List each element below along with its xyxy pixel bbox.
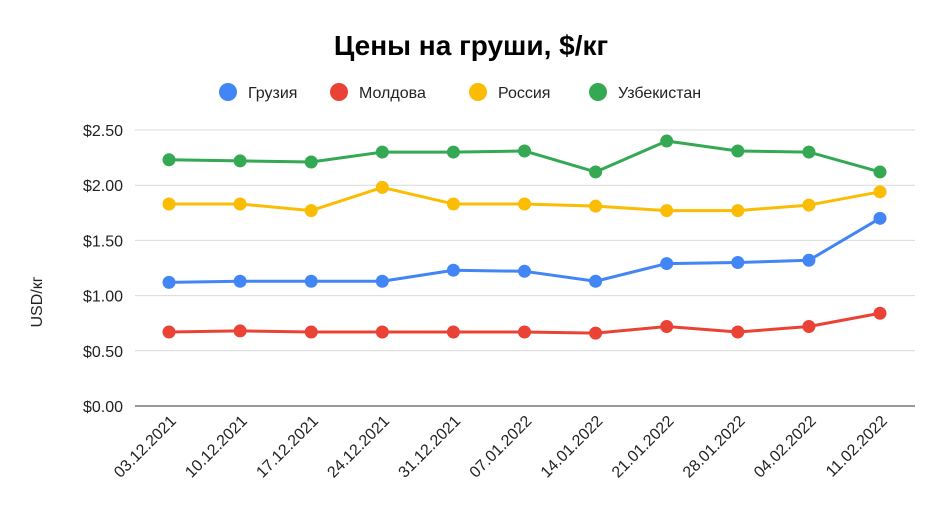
data-point bbox=[589, 326, 603, 340]
data-point bbox=[873, 185, 887, 199]
legend-item: Россия bbox=[469, 83, 550, 102]
x-tick-label: 10.12.2021 bbox=[182, 413, 251, 482]
x-tick-label: 14.01.2022 bbox=[538, 413, 607, 482]
data-point bbox=[518, 197, 531, 211]
legend-label: Грузия bbox=[248, 85, 297, 102]
y-tick-label: $2.50 bbox=[83, 123, 123, 140]
data-point bbox=[446, 145, 460, 159]
data-point bbox=[660, 204, 674, 218]
data-point bbox=[375, 180, 389, 194]
data-point bbox=[233, 274, 247, 288]
data-point bbox=[446, 263, 460, 277]
data-point bbox=[162, 153, 176, 167]
series-1 bbox=[162, 211, 887, 289]
x-tick-label: 31.12.2021 bbox=[396, 413, 465, 482]
data-point bbox=[233, 197, 247, 211]
data-point bbox=[731, 255, 745, 269]
data-point bbox=[375, 145, 389, 159]
data-point bbox=[304, 155, 318, 169]
x-tick-label: 07.01.2022 bbox=[467, 413, 536, 482]
data-point bbox=[731, 204, 745, 218]
data-point bbox=[304, 274, 318, 288]
series-lines bbox=[162, 134, 887, 340]
data-point bbox=[802, 253, 816, 267]
y-tick-label: $2.00 bbox=[83, 178, 123, 195]
y-tick-label: $0.00 bbox=[83, 399, 123, 416]
data-point bbox=[873, 306, 887, 320]
y-axis-label: USD/кг bbox=[29, 276, 46, 327]
data-point bbox=[589, 165, 603, 179]
chart-title: Цены на груши, $/кг bbox=[334, 30, 608, 61]
legend: Грузия Молдова Россия Узбекистан bbox=[219, 83, 701, 102]
legend-marker bbox=[219, 83, 237, 101]
data-point bbox=[162, 325, 176, 339]
legend-item: Узбекистан bbox=[589, 83, 701, 102]
legend-label: Узбекистан bbox=[618, 85, 701, 102]
data-point bbox=[518, 264, 531, 278]
legend-marker bbox=[469, 83, 487, 101]
y-tick-label: $0.50 bbox=[83, 344, 123, 361]
data-point bbox=[304, 325, 318, 339]
data-point bbox=[518, 325, 531, 339]
legend-item: Молдова bbox=[330, 83, 426, 102]
data-point bbox=[589, 199, 603, 213]
y-tick-labels: $0.00 $0.50 $1.00 $1.50 $2.00 $2.50 bbox=[83, 123, 123, 416]
data-point bbox=[660, 257, 674, 271]
data-point bbox=[731, 325, 745, 339]
x-tick-label: 24.12.2021 bbox=[324, 413, 393, 482]
y-tick-label: $1.50 bbox=[83, 233, 123, 250]
data-point bbox=[802, 320, 816, 334]
y-tick-label: $1.00 bbox=[83, 289, 123, 306]
grid-lines bbox=[135, 129, 915, 407]
legend-label: Молдова bbox=[359, 85, 426, 102]
data-point bbox=[375, 274, 389, 288]
x-tick-label: 17.12.2021 bbox=[253, 413, 322, 482]
data-point bbox=[589, 274, 603, 288]
legend-item: Грузия bbox=[219, 83, 297, 102]
legend-marker bbox=[589, 83, 607, 101]
data-point bbox=[375, 325, 389, 339]
series-3 bbox=[162, 180, 887, 218]
data-point bbox=[660, 134, 674, 148]
legend-marker bbox=[330, 83, 348, 101]
x-tick-label: 28.01.2022 bbox=[680, 413, 749, 482]
x-tick-label: 04.02.2022 bbox=[751, 413, 820, 482]
legend-label: Россия bbox=[498, 85, 550, 102]
data-point bbox=[162, 197, 176, 211]
data-point bbox=[660, 320, 674, 334]
x-tick-label: 11.02.2022 bbox=[823, 413, 891, 481]
x-tick-labels: 03.12.2021 10.12.2021 17.12.2021 24.12.2021… bbox=[111, 413, 891, 482]
data-point bbox=[731, 144, 745, 158]
data-point bbox=[802, 198, 816, 212]
data-point bbox=[518, 144, 531, 158]
x-tick-label: 21.01.2022 bbox=[609, 413, 678, 482]
data-point bbox=[162, 275, 176, 289]
data-point bbox=[233, 154, 247, 168]
data-point bbox=[873, 165, 887, 179]
data-point bbox=[304, 204, 318, 218]
data-point bbox=[802, 145, 816, 159]
series-4 bbox=[162, 134, 887, 179]
x-tick-label: 03.12.2021 bbox=[111, 413, 180, 482]
data-point bbox=[446, 325, 460, 339]
data-point bbox=[446, 197, 460, 211]
series-2 bbox=[162, 306, 887, 340]
data-point bbox=[873, 211, 887, 225]
data-point bbox=[233, 324, 247, 338]
